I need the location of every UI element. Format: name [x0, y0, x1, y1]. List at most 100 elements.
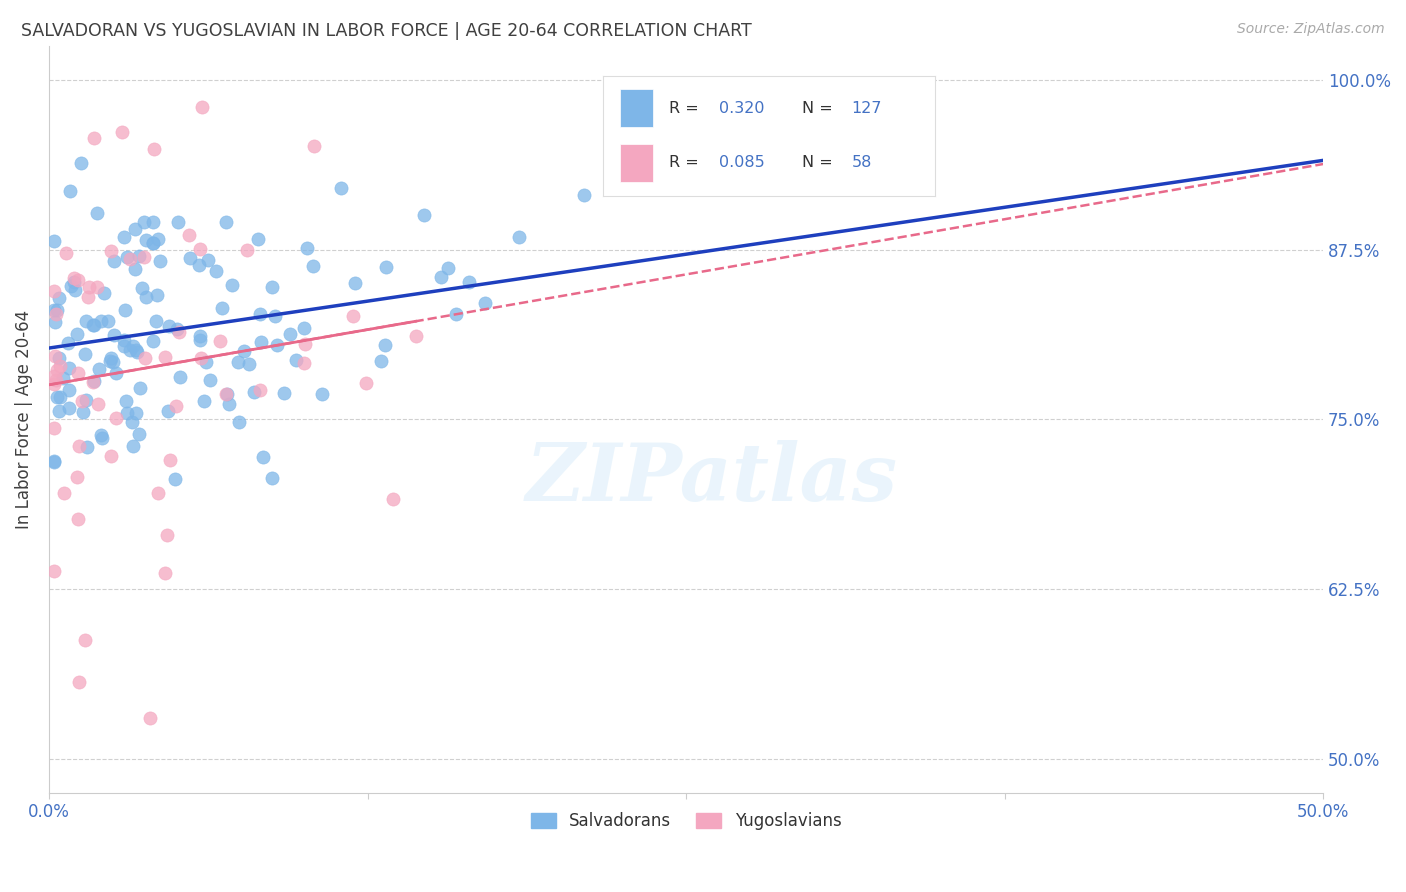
Point	[295, 241, 318, 255]
Point	[508, 229, 530, 244]
Point	[105, 366, 128, 380]
Point	[77, 290, 100, 304]
Point	[44, 315, 66, 329]
Point	[163, 471, 186, 485]
Point	[249, 307, 271, 321]
Point	[142, 235, 165, 250]
Point	[110, 125, 132, 139]
Point	[188, 258, 211, 272]
Point	[45, 373, 67, 387]
Point	[188, 242, 211, 256]
Point	[63, 275, 86, 289]
Point	[44, 349, 66, 363]
Point	[238, 358, 260, 372]
Point	[49, 390, 72, 404]
Point	[63, 283, 86, 297]
Point	[266, 337, 288, 351]
Point	[436, 260, 458, 275]
Point	[139, 711, 162, 725]
Point	[264, 310, 287, 324]
Point	[48, 404, 70, 418]
Point	[93, 286, 115, 301]
Point	[128, 249, 150, 263]
Legend: Salvadorans, Yugoslavians: Salvadorans, Yugoslavians	[524, 805, 848, 837]
Point	[118, 343, 141, 357]
Point	[59, 185, 82, 199]
Point	[112, 339, 135, 353]
Point	[292, 321, 315, 335]
Point	[90, 314, 112, 328]
Point	[90, 431, 112, 445]
Point	[165, 399, 187, 413]
Point	[100, 351, 122, 365]
Point	[48, 359, 70, 373]
Point	[148, 232, 170, 246]
Point	[115, 250, 138, 264]
Point	[211, 301, 233, 315]
Point	[127, 345, 149, 359]
Point	[249, 383, 271, 397]
Point	[124, 261, 146, 276]
Point	[243, 384, 266, 399]
Point	[51, 371, 73, 385]
Point	[250, 335, 273, 350]
Point	[149, 254, 172, 268]
Point	[112, 229, 135, 244]
Point	[285, 352, 308, 367]
Point	[42, 284, 65, 298]
Point	[86, 397, 108, 411]
Point	[142, 142, 165, 156]
Point	[374, 338, 396, 352]
Point	[97, 314, 120, 328]
Point	[218, 396, 240, 410]
Point	[413, 208, 436, 222]
Point	[188, 334, 211, 348]
Point	[48, 291, 70, 305]
Point	[76, 440, 98, 454]
Point	[72, 405, 94, 419]
Point	[145, 314, 167, 328]
Point	[42, 421, 65, 435]
Point	[572, 188, 595, 202]
Point	[205, 264, 228, 278]
Point	[197, 253, 219, 268]
Point	[236, 244, 259, 258]
Point	[262, 471, 284, 485]
Point	[128, 426, 150, 441]
Point	[42, 454, 65, 468]
Text: SALVADORAN VS YUGOSLAVIAN IN LABOR FORCE | AGE 20-64 CORRELATION CHART: SALVADORAN VS YUGOSLAVIAN IN LABOR FORCE…	[21, 22, 752, 40]
Point	[90, 427, 112, 442]
Point	[65, 470, 87, 484]
Point	[82, 375, 104, 389]
Point	[278, 327, 301, 342]
Point	[294, 337, 316, 351]
Point	[86, 280, 108, 294]
Point	[302, 260, 325, 274]
Point	[156, 527, 179, 541]
Point	[66, 326, 89, 341]
Point	[190, 351, 212, 365]
Point	[370, 354, 392, 368]
Point	[67, 675, 90, 690]
Point	[356, 376, 378, 391]
Text: ZIPatlas: ZIPatlas	[526, 441, 897, 518]
Point	[134, 351, 156, 365]
Point	[70, 393, 93, 408]
Point	[124, 222, 146, 236]
Point	[75, 314, 97, 328]
Point	[246, 231, 269, 245]
Point	[208, 334, 231, 348]
Point	[142, 334, 165, 349]
Point	[122, 339, 145, 353]
Point	[157, 403, 180, 417]
Point	[142, 235, 165, 250]
Point	[86, 206, 108, 220]
Point	[42, 377, 65, 392]
Point	[66, 367, 89, 381]
Point	[73, 347, 96, 361]
Point	[260, 280, 283, 294]
Point	[221, 278, 243, 293]
Point	[42, 564, 65, 578]
Point	[304, 138, 326, 153]
Point	[45, 391, 67, 405]
